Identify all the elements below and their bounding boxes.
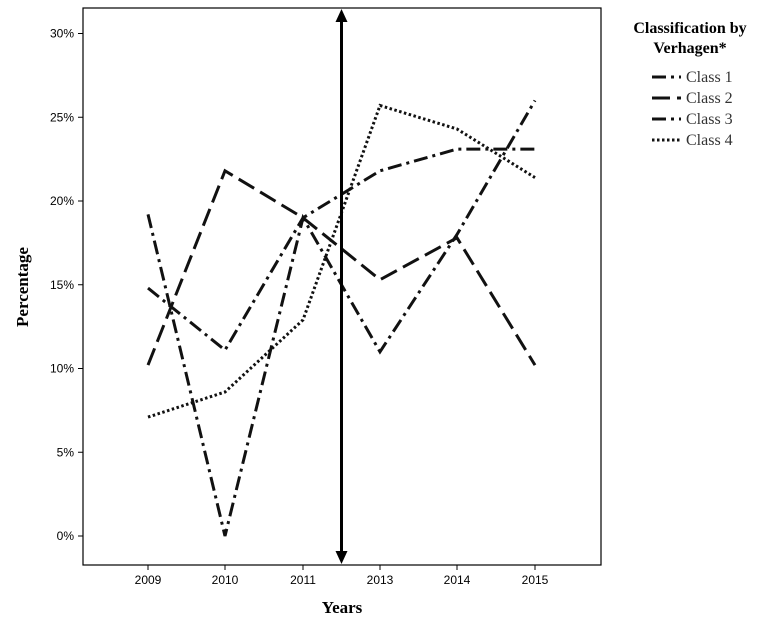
y-tick-label: 15% xyxy=(50,278,74,292)
legend-label: Class 4 xyxy=(686,132,733,149)
legend-title-line-1: Classification by xyxy=(633,20,746,37)
y-tick-label: 0% xyxy=(57,529,75,543)
legend-title-line-2: Verhagen* xyxy=(653,40,726,57)
y-axis: 0% 5% 10% 15% 20% 25% 30% xyxy=(50,27,83,543)
x-tick-label: 2014 xyxy=(444,573,471,587)
legend: Classification by Verhagen* Class 1 Class… xyxy=(633,20,746,149)
y-tick-label: 30% xyxy=(50,27,74,41)
y-axis-title: Percentage xyxy=(13,247,32,327)
plot-frame xyxy=(82,7,602,566)
x-tick-label: 2013 xyxy=(367,573,394,587)
x-tick-label: 2009 xyxy=(135,573,162,587)
x-axis: 2009 2010 2011 2013 2014 2015 xyxy=(135,565,549,587)
y-tick-label: 20% xyxy=(50,194,74,208)
x-axis-title: Years xyxy=(322,598,363,617)
legend-label: Class 2 xyxy=(686,90,733,107)
period-marker xyxy=(335,9,348,564)
legend-label: Class 1 xyxy=(686,69,733,86)
y-tick-label: 25% xyxy=(50,110,74,124)
x-tick-label: 2010 xyxy=(212,573,239,587)
arrow-head-bottom xyxy=(335,551,348,564)
y-tick-label: 10% xyxy=(50,362,74,376)
x-tick-label: 2015 xyxy=(522,573,549,587)
x-tick-label: 2011 xyxy=(290,573,316,587)
arrow-head-top xyxy=(335,9,348,22)
y-tick-label: 5% xyxy=(57,445,75,459)
legend-label: Class 3 xyxy=(686,111,733,128)
series-line-2 xyxy=(146,168,537,366)
